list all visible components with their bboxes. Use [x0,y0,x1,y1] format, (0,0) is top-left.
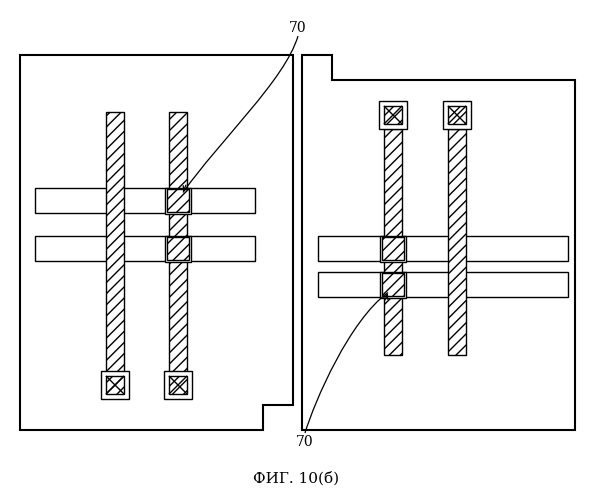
Bar [169,376,186,394]
Bar [106,112,124,375]
Bar [35,236,255,261]
Bar [380,272,406,297]
Bar [35,188,255,213]
Text: 70: 70 [289,21,307,35]
Bar [382,273,404,296]
Bar [318,236,568,261]
Bar [443,101,471,129]
Bar [169,112,187,375]
Bar [448,129,466,355]
Bar [382,237,404,260]
Text: ФИГ. 10(б): ФИГ. 10(б) [253,471,339,485]
Bar [107,376,124,394]
Bar [384,129,402,355]
Bar [384,106,402,124]
Bar [165,188,191,214]
Bar [379,101,407,129]
Polygon shape [302,55,575,430]
Bar [164,371,192,399]
Bar [101,371,129,399]
Bar [166,189,189,212]
Bar [166,237,189,260]
Bar [318,272,568,297]
Text: 70: 70 [296,435,314,449]
Bar [165,236,191,262]
Bar [448,106,466,124]
Bar [380,236,406,262]
Polygon shape [20,55,293,430]
